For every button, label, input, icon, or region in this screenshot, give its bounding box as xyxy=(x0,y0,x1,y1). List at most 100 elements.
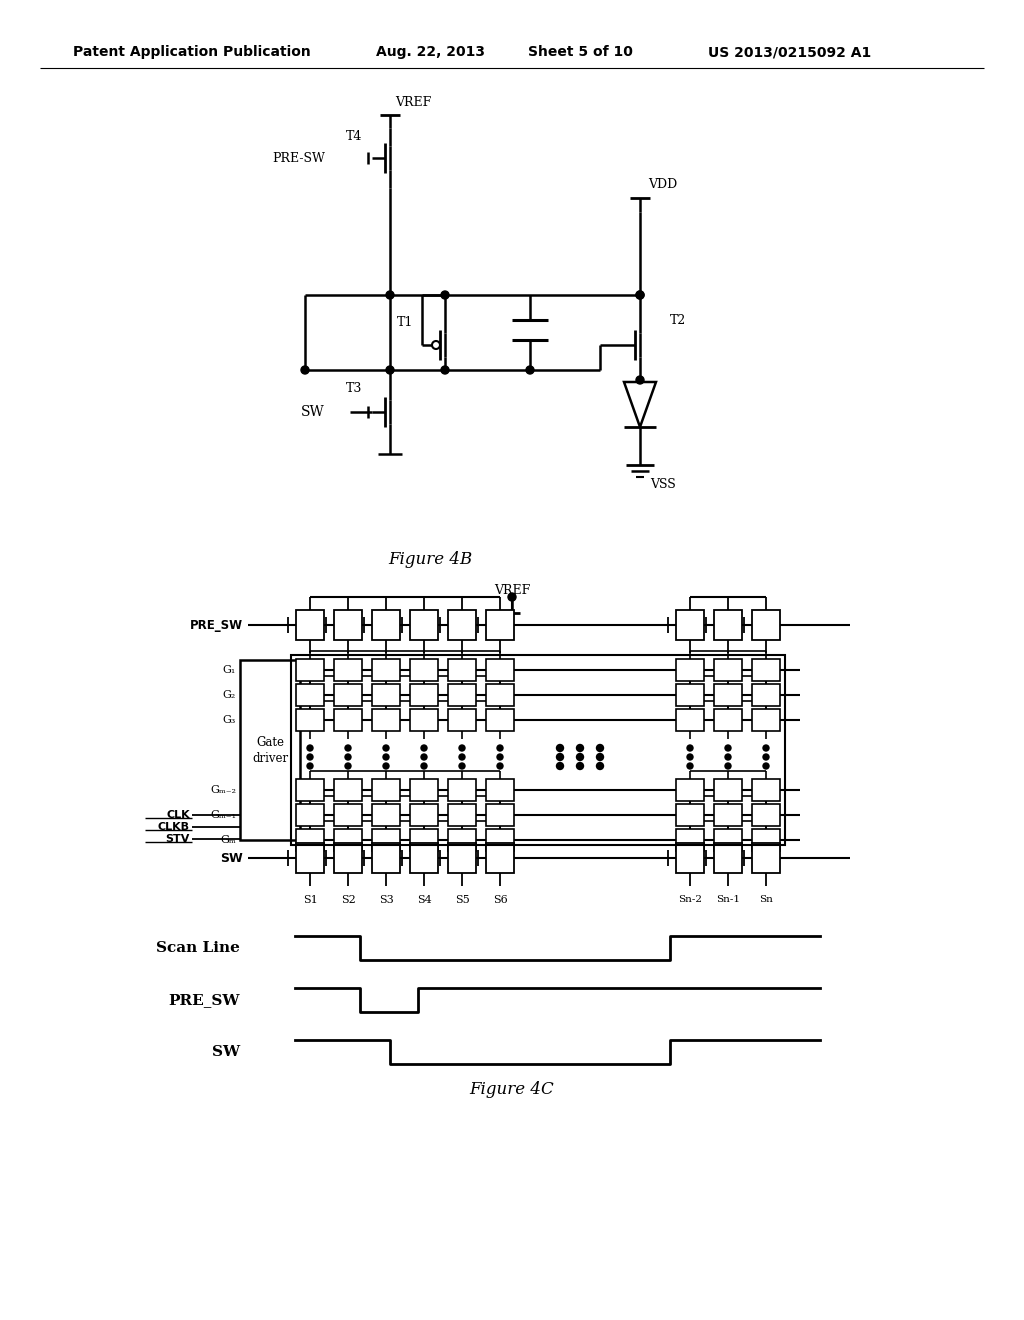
Circle shape xyxy=(307,763,313,770)
Bar xyxy=(296,829,324,851)
Circle shape xyxy=(577,763,584,770)
Bar xyxy=(714,829,742,851)
Bar xyxy=(714,779,742,801)
Circle shape xyxy=(301,366,309,374)
Text: PRE_SW: PRE_SW xyxy=(169,993,240,1007)
Circle shape xyxy=(383,754,389,760)
Circle shape xyxy=(345,754,351,760)
Circle shape xyxy=(421,744,427,751)
Bar xyxy=(486,684,514,706)
Circle shape xyxy=(307,744,313,751)
Circle shape xyxy=(556,744,563,751)
Circle shape xyxy=(636,290,644,300)
Text: Figure 4B: Figure 4B xyxy=(388,552,472,569)
Text: PRE-SW: PRE-SW xyxy=(272,152,325,165)
Circle shape xyxy=(508,593,516,601)
Bar xyxy=(296,659,324,681)
Bar xyxy=(410,779,438,801)
Text: driver: driver xyxy=(252,751,288,764)
Circle shape xyxy=(421,763,427,770)
Circle shape xyxy=(687,763,693,770)
Text: Figure 4C: Figure 4C xyxy=(470,1081,554,1098)
Text: S2: S2 xyxy=(341,895,355,906)
Bar xyxy=(752,659,780,681)
Circle shape xyxy=(763,754,769,760)
Text: S3: S3 xyxy=(379,895,393,906)
Bar xyxy=(714,659,742,681)
Bar xyxy=(410,843,438,873)
Text: STV: STV xyxy=(166,834,190,843)
Text: VSS: VSS xyxy=(650,479,676,491)
Bar xyxy=(676,659,705,681)
Bar xyxy=(714,610,742,640)
Bar xyxy=(676,843,705,873)
Circle shape xyxy=(441,366,449,374)
Bar xyxy=(714,804,742,826)
Text: S4: S4 xyxy=(417,895,431,906)
Bar xyxy=(334,610,362,640)
Circle shape xyxy=(526,366,534,374)
Bar xyxy=(676,779,705,801)
Circle shape xyxy=(497,744,503,751)
Bar xyxy=(334,779,362,801)
Bar xyxy=(410,709,438,731)
Text: VREF: VREF xyxy=(494,583,530,597)
Bar xyxy=(296,610,324,640)
Circle shape xyxy=(577,754,584,760)
Text: Patent Application Publication: Patent Application Publication xyxy=(73,45,311,59)
Circle shape xyxy=(421,754,427,760)
Text: SW: SW xyxy=(212,1045,240,1059)
Circle shape xyxy=(497,763,503,770)
Text: S1: S1 xyxy=(303,895,317,906)
Bar xyxy=(334,804,362,826)
Circle shape xyxy=(386,366,394,374)
Bar xyxy=(449,804,476,826)
Bar xyxy=(752,829,780,851)
Circle shape xyxy=(636,290,644,300)
Text: Sheet 5 of 10: Sheet 5 of 10 xyxy=(527,45,633,59)
Bar xyxy=(676,829,705,851)
Circle shape xyxy=(687,744,693,751)
Circle shape xyxy=(725,763,731,770)
Text: Sn-2: Sn-2 xyxy=(678,895,702,904)
Circle shape xyxy=(597,744,603,751)
Bar xyxy=(372,829,400,851)
Bar xyxy=(449,610,476,640)
Circle shape xyxy=(459,754,465,760)
Bar xyxy=(291,655,785,845)
Text: G₁: G₁ xyxy=(223,665,236,675)
Bar xyxy=(486,779,514,801)
Circle shape xyxy=(441,290,449,300)
Text: SW: SW xyxy=(220,851,243,865)
Circle shape xyxy=(577,744,584,751)
Text: Gₘ: Gₘ xyxy=(220,836,236,845)
Bar xyxy=(334,829,362,851)
Text: Aug. 22, 2013: Aug. 22, 2013 xyxy=(376,45,484,59)
Bar xyxy=(372,804,400,826)
Text: Sn: Sn xyxy=(759,895,773,904)
Bar xyxy=(334,843,362,873)
Text: CLK: CLK xyxy=(166,810,190,820)
Bar xyxy=(372,709,400,731)
Bar xyxy=(296,804,324,826)
Circle shape xyxy=(307,754,313,760)
Bar xyxy=(752,709,780,731)
Bar xyxy=(410,610,438,640)
Bar xyxy=(676,709,705,731)
Bar xyxy=(372,779,400,801)
Bar xyxy=(410,659,438,681)
Text: G₃: G₃ xyxy=(222,715,236,725)
Bar xyxy=(372,684,400,706)
Bar xyxy=(486,709,514,731)
Text: S6: S6 xyxy=(493,895,507,906)
Bar xyxy=(372,610,400,640)
Text: Sn-1: Sn-1 xyxy=(716,895,740,904)
Circle shape xyxy=(459,763,465,770)
Text: VREF: VREF xyxy=(395,95,431,108)
Circle shape xyxy=(556,763,563,770)
Text: T3: T3 xyxy=(346,381,362,395)
Bar xyxy=(410,804,438,826)
Bar xyxy=(752,779,780,801)
Bar xyxy=(486,610,514,640)
Circle shape xyxy=(432,341,440,348)
